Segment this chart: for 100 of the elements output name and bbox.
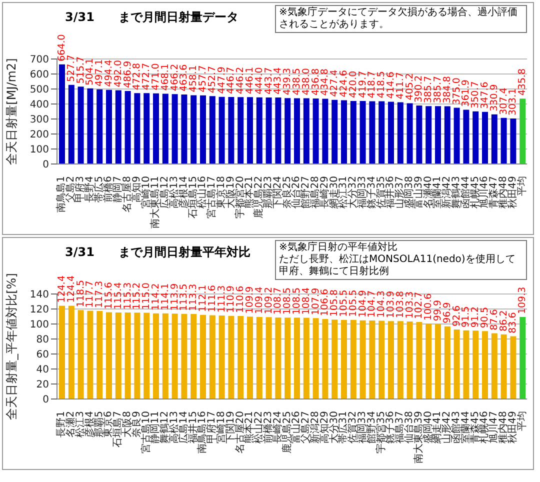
x-tick-label: 秋田49	[506, 411, 518, 444]
bar	[332, 100, 338, 164]
bar	[247, 97, 253, 164]
bar	[322, 98, 328, 164]
bar	[106, 312, 112, 399]
data-label: 111.6	[206, 285, 218, 312]
data-label: 664.0	[56, 34, 68, 62]
data-label: 452.7	[206, 66, 218, 94]
bar	[115, 312, 122, 399]
x-tick-label: 大分30	[328, 411, 340, 444]
bar	[266, 97, 272, 164]
y-tick-label: 700	[30, 54, 49, 66]
bar	[218, 96, 225, 164]
text: ただし長野、松江はMONSOLA11(nedo)を使用して甲府、舞鶴にて日射比例	[279, 254, 516, 278]
bar	[406, 322, 413, 399]
bar	[275, 317, 282, 399]
x-tick-label: 宮崎10	[140, 176, 152, 209]
bar	[435, 106, 441, 164]
bar	[500, 118, 507, 164]
x-tick-label: 高松13	[168, 411, 180, 444]
bar	[238, 97, 244, 164]
data-label: 107.9	[310, 288, 322, 316]
data-label: 109.3	[517, 286, 528, 314]
bar	[435, 324, 441, 399]
bar	[350, 101, 356, 164]
x-tick-label: 函館44	[460, 176, 472, 209]
bar	[294, 98, 300, 164]
y-tick-label: 140	[30, 290, 49, 301]
x-tick-label: 那覇23	[263, 176, 274, 209]
data-label: 494.4	[104, 60, 114, 87]
bar	[134, 312, 140, 399]
text: ※気象庁データにてデータ欠損がある場合、過小評価されることがあります。	[279, 7, 518, 31]
data-label: 91.5	[460, 306, 472, 328]
x-tick-label: 奈良25	[280, 176, 293, 209]
data-label: 436.8	[310, 68, 322, 96]
x-tick-label: 福島28	[309, 176, 321, 209]
data-label: 99.9	[432, 300, 444, 322]
x-tick-label: 稚内48	[497, 411, 509, 444]
data-label: 390.2	[414, 75, 425, 102]
bar	[520, 98, 526, 164]
y-tick-label: 600	[30, 70, 49, 81]
data-label: 113.3	[188, 284, 200, 312]
data-label: 330.9	[488, 84, 500, 112]
y-tick-label: 80	[36, 334, 49, 346]
x-tick-label: 福岡33	[356, 411, 368, 444]
data-label: 447.9	[216, 66, 228, 94]
data-label: 307.4	[498, 88, 510, 115]
x-tick-label: 奈良9	[130, 411, 142, 438]
bar	[190, 314, 197, 399]
data-label: 124.4	[66, 275, 77, 303]
bar	[482, 112, 488, 164]
y-tick-label: 0	[42, 160, 49, 171]
bar	[256, 97, 262, 164]
x-tick-label: 福岡33	[356, 176, 368, 209]
data-label: 86.2	[498, 310, 510, 332]
bar	[510, 336, 516, 399]
x-tick-label: 長崎29	[318, 176, 330, 209]
data-label: 458.1	[188, 65, 200, 92]
x-tick-label: 盛岡38	[403, 176, 415, 209]
data-label: 111.3	[216, 285, 228, 313]
bar	[369, 101, 376, 164]
bar	[228, 316, 234, 399]
data-label: 90.5	[480, 306, 490, 328]
data-label: 446.7	[226, 66, 237, 94]
bar	[332, 320, 338, 399]
bar	[190, 95, 197, 164]
data-label: 115.2	[132, 282, 143, 310]
bar	[181, 314, 188, 399]
data-label: 108.4	[300, 287, 312, 315]
bar	[238, 316, 244, 399]
bar	[360, 320, 366, 399]
data-label: 361.9	[460, 80, 472, 107]
y-tick-label: 20	[36, 380, 49, 391]
bar	[454, 108, 460, 164]
bar	[303, 318, 310, 399]
x-tick-label: 下関19	[225, 411, 236, 444]
x-tick-label: 富山39	[412, 176, 424, 209]
bar	[500, 334, 507, 399]
bar	[303, 98, 310, 164]
data-label: 115.3	[122, 282, 134, 310]
data-label: 468.1	[160, 64, 171, 91]
x-tick-label: 長崎24	[271, 411, 284, 444]
bar	[266, 317, 272, 399]
data-label: 375.0	[451, 78, 462, 105]
text: ※気象庁日射の平年値対比	[279, 242, 398, 254]
x-tick-label: 名瀬40	[422, 176, 434, 209]
data-label: 471.0	[150, 63, 162, 90]
chart-title: 3/31 まで月間日射量平年対比	[65, 244, 250, 261]
bar	[144, 312, 150, 399]
data-label: 419.7	[357, 70, 368, 98]
bar	[68, 306, 74, 399]
x-tick-label: 名古屋8	[121, 176, 133, 212]
bar	[59, 64, 65, 164]
data-label: 446.2	[235, 66, 246, 94]
bar	[162, 94, 168, 164]
data-label: 109.2	[263, 286, 274, 314]
bar	[341, 100, 347, 164]
x-tick-label: 那覇5	[94, 411, 105, 438]
bar	[369, 320, 376, 399]
data-label: 527.7	[66, 54, 77, 82]
